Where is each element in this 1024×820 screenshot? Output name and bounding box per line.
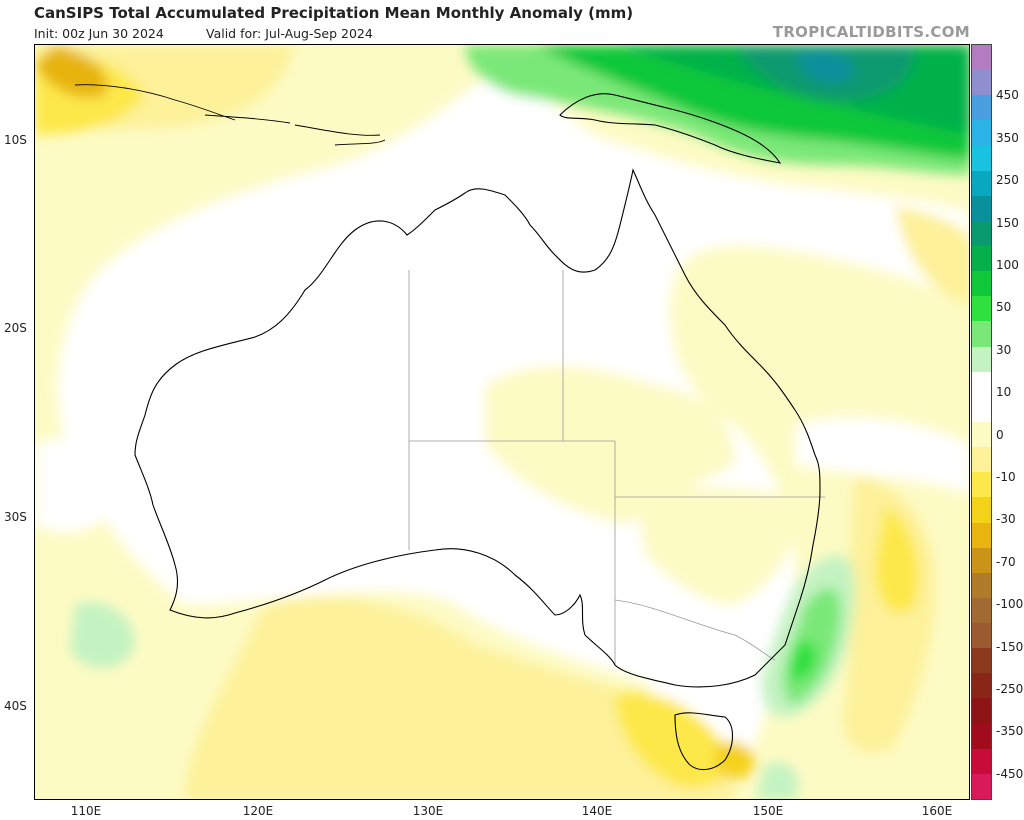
colorbar — [971, 44, 992, 800]
lat-label-30s: 30S — [4, 510, 27, 524]
colorbar-tick-label: -150 — [996, 639, 1024, 654]
lat-label-40s: 40S — [4, 699, 27, 713]
colorbar-segment — [972, 698, 991, 725]
lon-label-130e: 130E — [412, 804, 444, 818]
colorbar-segment — [972, 45, 991, 71]
anomaly-shading — [35, 45, 969, 799]
colorbar-tick-label: 250 — [996, 173, 1019, 188]
colorbar-segment — [972, 673, 991, 699]
colorbar-tick-label: -100 — [996, 597, 1024, 612]
colorbar-tick-label: 0 — [996, 427, 1004, 442]
colorbar-segment — [972, 773, 991, 800]
colorbar-segment — [972, 170, 991, 197]
colorbar-segment — [972, 447, 991, 473]
colorbar-segment — [972, 597, 991, 624]
new-guinea-coastline — [559, 93, 782, 164]
lon-label-110e: 110E — [70, 804, 102, 818]
lon-label-150e: 150E — [752, 804, 784, 818]
indonesia-islands — [74, 84, 386, 146]
colorbar-tick-label: 30 — [996, 342, 1012, 357]
lat-label-20s: 20S — [4, 321, 27, 335]
valid-period: Valid for: Jul-Aug-Sep 2024 — [206, 26, 373, 41]
site-credit: TROPICALTIDBITS.COM — [772, 23, 970, 41]
colorbar-segment — [972, 422, 991, 448]
colorbar-tick-label: -350 — [996, 724, 1024, 739]
colorbar-segment — [972, 271, 991, 297]
colorbar-tick-label: -70 — [996, 554, 1016, 569]
colorbar-segment — [972, 547, 991, 574]
colorbar-tick-label: 50 — [996, 300, 1012, 315]
anomaly-map — [34, 44, 970, 800]
colorbar-segment — [972, 396, 991, 423]
colorbar-segment — [972, 145, 991, 172]
tasmania-coastline — [674, 712, 734, 771]
colorbar-segment — [972, 371, 991, 398]
colorbar-segment — [972, 70, 991, 96]
lat-label-10s: 10S — [4, 133, 27, 147]
australia-coastline — [134, 168, 821, 688]
colorbar-segment — [972, 648, 991, 674]
colorbar-tick-label: 150 — [996, 215, 1019, 230]
map-svg — [35, 45, 969, 799]
colorbar-segment — [972, 572, 991, 599]
colorbar-segment — [972, 321, 991, 348]
colorbar-segment — [972, 296, 991, 322]
lon-label-160e: 160E — [921, 804, 953, 818]
colorbar-tick-label: -250 — [996, 682, 1024, 697]
lon-label-140e: 140E — [581, 804, 613, 818]
colorbar-segment — [972, 472, 991, 498]
colorbar-segment — [972, 522, 991, 549]
colorbar-segment — [972, 748, 991, 775]
colorbar-segment — [972, 723, 991, 750]
colorbar-segment — [972, 95, 991, 121]
colorbar-tick-label: 10 — [996, 385, 1012, 400]
init-time: Init: 00z Jun 30 2024 — [34, 26, 164, 41]
colorbar-tick-label: 350 — [996, 130, 1019, 145]
colorbar-tick-label: -10 — [996, 469, 1016, 484]
state-borders — [408, 270, 825, 665]
colorbar-segment — [972, 195, 991, 222]
colorbar-tick-label: -30 — [996, 512, 1016, 527]
lon-label-120e: 120E — [242, 804, 274, 818]
colorbar-segment — [972, 346, 991, 373]
colorbar-tick-label: -450 — [996, 766, 1024, 781]
colorbar-segment — [972, 246, 991, 272]
colorbar-segment — [972, 497, 991, 524]
colorbar-segment — [972, 623, 991, 649]
chart-title: CanSIPS Total Accumulated Precipitation … — [34, 4, 634, 22]
colorbar-tick-label: 100 — [996, 257, 1019, 272]
colorbar-tick-label: 450 — [996, 88, 1019, 103]
colorbar-segment — [972, 220, 991, 247]
colorbar-segment — [972, 120, 991, 147]
